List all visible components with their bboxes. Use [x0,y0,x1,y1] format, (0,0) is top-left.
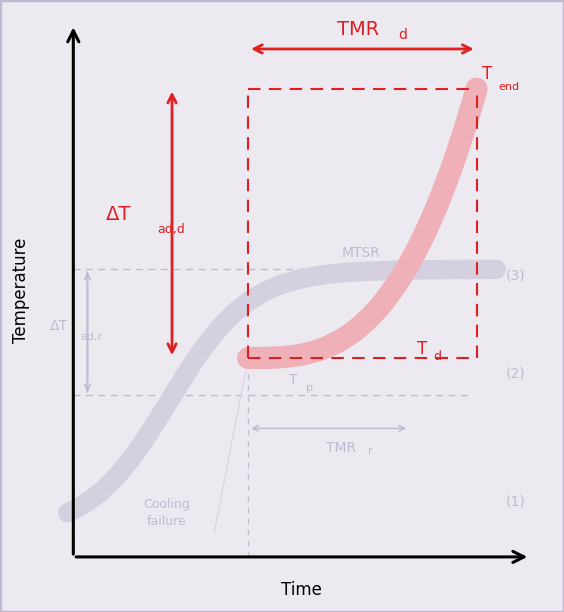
Text: T: T [289,373,298,387]
Text: TMR: TMR [326,441,356,455]
Text: TMR: TMR [337,20,379,39]
Text: Temperature: Temperature [12,238,30,343]
Text: ad,r: ad,r [81,332,103,342]
Text: d: d [433,349,441,363]
Text: ad,d: ad,d [157,223,184,236]
Text: Cooling: Cooling [143,498,190,512]
Text: d: d [399,29,408,42]
Text: (1): (1) [506,495,526,509]
Text: ΔT: ΔT [50,319,68,333]
Text: Time: Time [281,581,322,599]
Text: (3): (3) [506,269,526,282]
Text: MTSR: MTSR [342,246,380,260]
Text: p: p [306,383,312,393]
Text: r: r [368,446,373,455]
Text: T: T [417,340,428,358]
Text: ΔT: ΔT [106,204,131,224]
Text: (2): (2) [506,367,526,380]
Text: T: T [482,65,492,83]
Text: failure: failure [147,515,186,528]
Text: end: end [498,82,519,92]
